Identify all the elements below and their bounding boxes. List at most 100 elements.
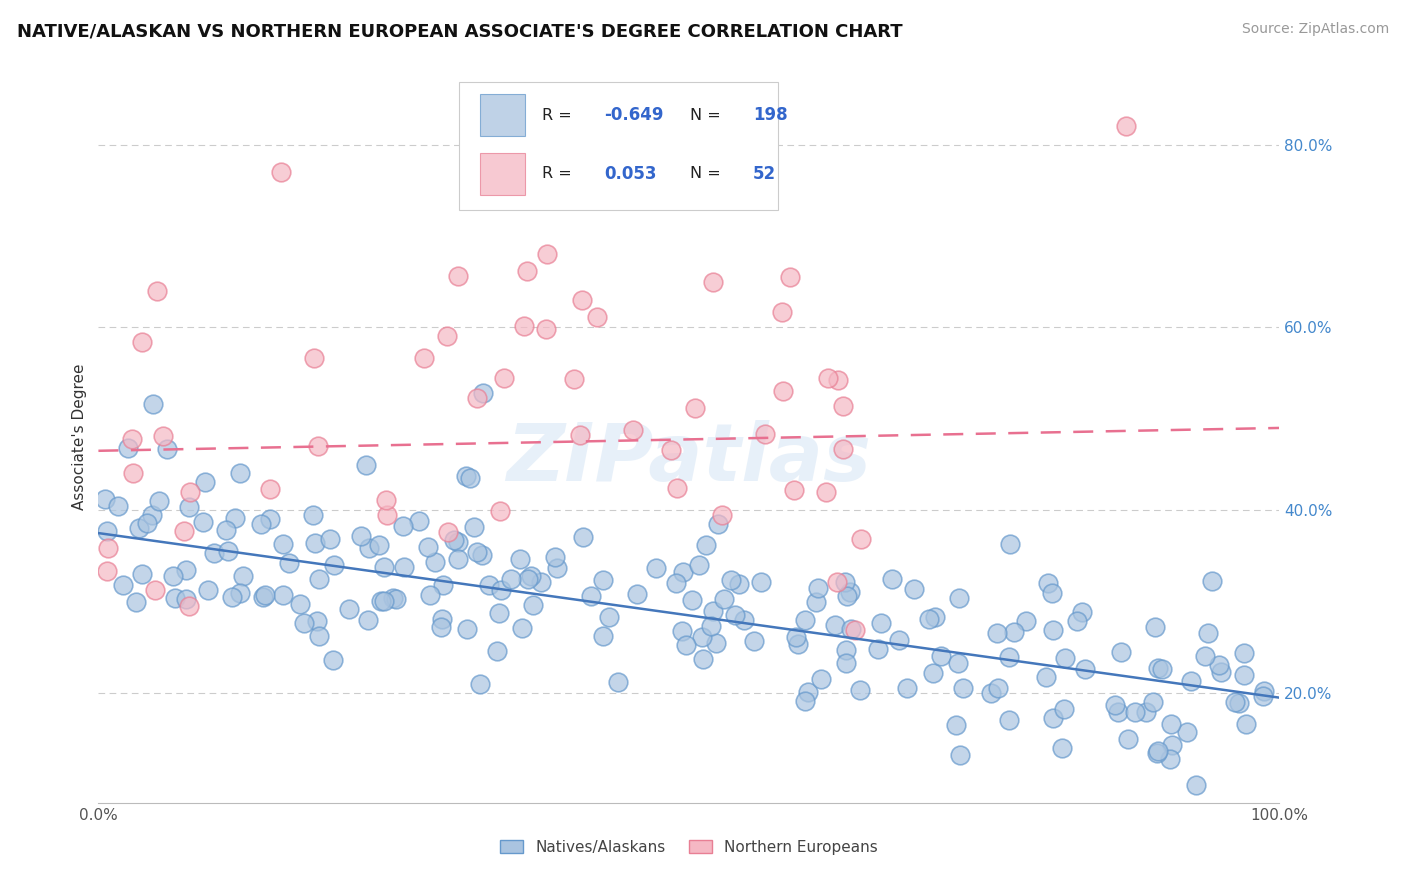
Point [948,656,970,670]
Point [1104,698,1126,712]
Point [143,582,166,597]
Point [447,534,470,549]
Point [733,613,755,627]
Point [804,594,827,608]
Point [1042,624,1064,638]
Point [1159,752,1181,766]
Point [447,552,470,566]
Point [271,537,294,551]
Point [1015,614,1038,628]
Point [308,629,330,643]
Point [1147,744,1170,758]
Point [1053,650,1076,665]
Point [468,677,491,691]
Point [592,573,614,587]
Point [375,493,398,508]
Point [626,587,648,601]
Point [259,512,281,526]
Point [465,392,488,406]
Legend: Natives/Alaskans, Northern Europeans: Natives/Alaskans, Northern Europeans [495,834,883,861]
Point [252,590,274,604]
Point [292,615,315,630]
Point [191,515,214,529]
Point [259,482,281,496]
Point [302,351,325,365]
Point [695,538,717,552]
Point [197,582,219,597]
Point [980,686,1002,700]
Point [1253,684,1275,698]
Point [564,372,586,386]
Point [807,581,830,595]
Point [841,622,863,636]
Point [165,591,187,605]
Point [839,584,862,599]
Point [319,533,342,547]
Point [131,335,153,350]
Point [770,305,793,319]
Point [749,574,772,589]
Point [998,714,1021,728]
Point [1150,662,1173,676]
Point [844,624,866,638]
Point [179,500,201,514]
Point [432,612,454,626]
Point [356,613,378,627]
Point [443,533,465,547]
Point [121,432,143,446]
Point [1223,695,1246,709]
Point [998,649,1021,664]
Point [124,595,146,609]
Point [1066,615,1088,629]
Point [471,548,494,562]
Point [692,651,714,665]
Point [711,508,734,523]
Point [97,541,120,556]
Point [250,517,273,532]
Point [228,585,250,599]
Point [536,246,558,260]
Point [1107,705,1129,719]
Point [373,560,395,574]
Point [1144,620,1167,634]
Point [122,466,145,480]
Point [546,561,568,575]
Point [416,541,439,555]
Point [277,556,299,570]
FancyBboxPatch shape [458,82,778,211]
Point [423,555,446,569]
Point [1116,732,1139,747]
Point [1147,661,1170,675]
Point [94,492,117,507]
Point [413,351,436,365]
Point [305,614,328,628]
Point [117,442,139,456]
Point [724,608,747,623]
Point [825,575,848,590]
Point [323,558,346,573]
Point [665,576,688,591]
Point [447,269,470,284]
Point [1040,586,1063,600]
Point [454,469,477,483]
Text: N =: N = [690,166,721,181]
Point [465,544,488,558]
Point [1197,626,1219,640]
Point [271,588,294,602]
Point [949,747,972,762]
Point [681,593,703,607]
Point [179,484,201,499]
Point [700,619,723,633]
Point [945,718,967,732]
Point [1142,695,1164,709]
Point [512,318,534,333]
Point [489,582,512,597]
Point [683,401,706,415]
Point [849,532,872,546]
Point [354,458,377,472]
Point [488,606,510,620]
Point [288,597,311,611]
Point [215,524,238,538]
Point [896,681,918,696]
Point [952,681,974,695]
